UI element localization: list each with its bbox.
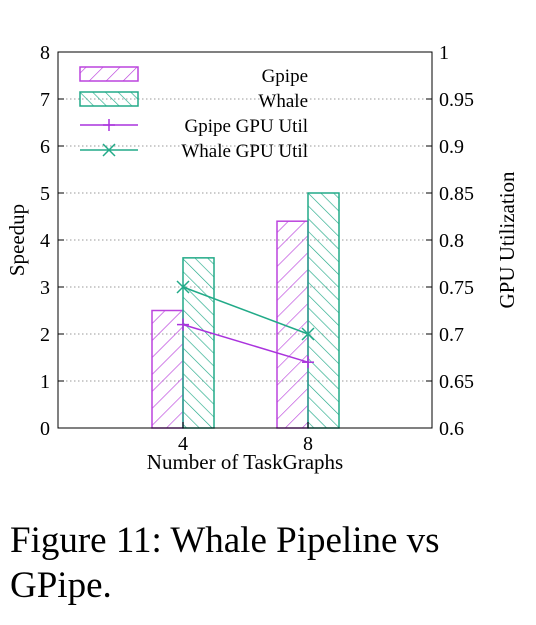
y2-tick-label: 0.75 [439, 277, 474, 299]
legend-marker [102, 143, 116, 157]
legend-item-whale-gpu-util: Whale GPU Util [80, 141, 308, 162]
x-axis-title: Number of TaskGraphs [147, 450, 343, 474]
line-whale-gpu-util [182, 286, 309, 335]
y2-tick-label: 1 [439, 42, 449, 64]
point-gpipe-gpu-util [177, 318, 189, 331]
legend-item-gpipe: Gpipe [79, 66, 308, 87]
y-tick-label: 7 [40, 89, 50, 111]
y2-tick-label: 0.9 [439, 136, 464, 158]
y2-axis-title: GPU Utilization [495, 171, 519, 309]
bar-whale [182, 257, 215, 429]
y-tick-label: 3 [40, 277, 50, 299]
marker-stroke [102, 143, 116, 157]
bar-whale [307, 192, 340, 429]
y-axis-title: Speedup [5, 204, 29, 276]
y2-tick-label: 0.65 [439, 371, 474, 393]
y2-tick-label: 0.85 [439, 183, 474, 205]
legend-label: Whale [258, 91, 308, 112]
marker-stroke [301, 327, 315, 341]
y-tick-label: 8 [40, 42, 50, 64]
y-tick-label: 0 [40, 418, 50, 440]
line-gpipe-gpu-util [182, 323, 309, 363]
y-tick-label: 5 [40, 183, 50, 205]
legend-marker [103, 119, 115, 131]
point-whale-gpu-util [301, 327, 315, 341]
y-tick-label: 6 [40, 136, 50, 158]
x-tick-label: 4 [178, 433, 188, 455]
point-gpipe-gpu-util [302, 356, 314, 369]
y-tick-label: 1 [40, 371, 50, 393]
y-tick-label: 2 [40, 324, 50, 346]
legend-item-whale: Whale [79, 91, 308, 112]
y-tick-label: 4 [40, 230, 50, 252]
y2-tick-label: 0.6 [439, 418, 464, 440]
marker-stroke [176, 280, 190, 294]
figure-caption: Figure 11: Whale Pipeline vs GPipe. [10, 520, 440, 606]
legend-swatch [79, 91, 139, 107]
chart: 0 1 2 3 4 5 6 7 8 0.6 0.65 0.7 0.75 0.8 0.85 0.9 0.95 1 4 8… [5, 42, 519, 474]
bar-gpipe [151, 309, 184, 429]
legend-swatch [79, 66, 139, 82]
legend-label: Whale GPU Util [181, 141, 308, 162]
legend-label: Gpipe [262, 66, 308, 87]
legend-item-gpipe-gpu-util: Gpipe GPU Util [80, 116, 308, 137]
y2-tick-label: 0.8 [439, 230, 464, 252]
y2-tick-label: 0.95 [439, 89, 474, 111]
x-tick-label: 8 [303, 433, 313, 455]
y2-tick-label: 0.7 [439, 324, 464, 346]
legend-label: Gpipe GPU Util [185, 116, 309, 137]
point-whale-gpu-util [176, 280, 190, 294]
